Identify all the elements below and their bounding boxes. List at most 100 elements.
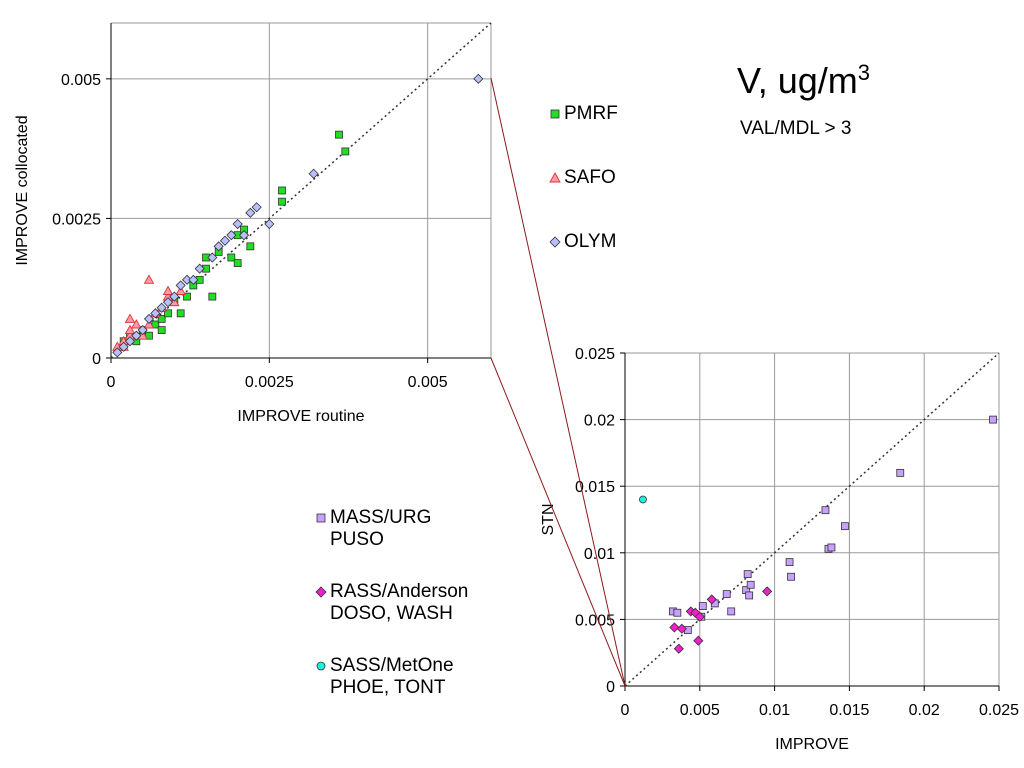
data-point [698, 602, 707, 610]
data-point [131, 330, 142, 341]
scatter-chart-2: 0 0.005 0.01 0.015 0.02 0.025 0 0.005 0.01 0.015 0… [540, 346, 1019, 753]
data-point [762, 586, 773, 597]
y-tick-label: 0.005 [61, 72, 101, 89]
legend-marker-diamond-icon [549, 236, 561, 248]
data-point [722, 590, 731, 598]
legend-label: PMRF [548, 103, 618, 125]
data-point [124, 324, 136, 335]
y-tick-label: 0 [92, 351, 101, 368]
data-point [118, 341, 129, 352]
data-point [188, 274, 199, 285]
legend-entry-safo: SAFO [548, 167, 616, 189]
data-point [131, 319, 142, 329]
x-tick-label: 0 [621, 702, 630, 719]
y-tick-label: 0.005 [575, 612, 615, 629]
legend-label-line: OLYM [564, 231, 617, 252]
legend-marker-square-icon [316, 513, 326, 523]
data-point [706, 594, 717, 605]
legend-marker-square-icon [550, 109, 560, 119]
legend-marker [550, 109, 560, 119]
data-point [245, 207, 256, 218]
data-point [639, 495, 647, 504]
scatter-chart-1: 0 0.0025 0.005 0 0.0025 0.005 IMPROVE routine I… [14, 22, 492, 425]
data-point [896, 468, 905, 477]
data-point [264, 218, 275, 230]
data-point [246, 242, 255, 251]
data-point [676, 623, 687, 634]
series-rass-anderson [669, 586, 773, 654]
data-point [278, 197, 286, 206]
data-point [787, 572, 795, 581]
legend-marker-diamond-icon [315, 586, 327, 598]
y-tick-label: 0.02 [584, 413, 615, 430]
data-point [143, 319, 155, 329]
data-point [473, 73, 484, 84]
data-point [673, 643, 684, 654]
data-point [335, 130, 343, 139]
series-olym [112, 73, 484, 358]
data-point [232, 218, 243, 230]
data-point [989, 415, 997, 424]
legend-label: OLYM [548, 231, 616, 253]
data-point [841, 522, 849, 531]
legend-label-line: SASS/MetOne [330, 655, 454, 676]
data-point [176, 309, 185, 318]
data-point [156, 302, 167, 313]
data-point [227, 253, 236, 262]
x-tick-label: 0.0025 [245, 374, 294, 391]
data-point [137, 325, 148, 336]
data-point [693, 635, 704, 646]
data-point [175, 285, 186, 295]
legend-label-line: SAFO [564, 167, 616, 188]
data-point [143, 313, 155, 324]
x-tick-label: 0.005 [680, 702, 720, 719]
legend-label-line: MASS/URG [330, 507, 432, 528]
data-point [673, 608, 682, 617]
legend-marker [316, 513, 326, 523]
legend-label-line: PUSO [330, 529, 384, 550]
legend-marker [549, 172, 561, 183]
data-point [157, 326, 166, 334]
legend-entry-olym: OLYM [548, 231, 616, 253]
y-axis-title: IMPROVE collocated [14, 115, 31, 265]
x-tick-label: 0.015 [829, 702, 869, 719]
chart-subtitle: VAL/MDL > 3 [740, 118, 852, 139]
legend-label-line: PMRF [564, 103, 618, 124]
legend-label-line: DOSO, WASH [330, 603, 453, 624]
data-point [785, 558, 794, 567]
legend-label-line: RASS/Anderson [330, 581, 469, 602]
legend-label: MASS/URG PUSO [314, 507, 431, 551]
data-point [694, 611, 705, 622]
legend-marker [316, 661, 326, 671]
legend-label-line: PHOE, TONT [330, 677, 446, 698]
legend-label: SAFO [548, 167, 616, 189]
legend-entry-mass-urg: MASS/URG PUSO [314, 507, 431, 551]
y-tick-label: 0.025 [575, 346, 615, 363]
y-axis-title: STN [540, 504, 557, 536]
x-tick-label: 0.005 [408, 374, 448, 391]
series-mass-urg [668, 415, 997, 634]
data-point [341, 147, 350, 156]
legend-marker [549, 236, 561, 248]
data-point [162, 297, 174, 308]
data-point [238, 230, 250, 241]
data-point [157, 315, 166, 323]
x-tick-label: 0 [107, 374, 116, 391]
data-point [164, 309, 172, 318]
y-tick-label: 0.015 [575, 479, 615, 496]
data-point [827, 543, 836, 552]
x-tick-label: 0.01 [759, 702, 790, 719]
x-tick-label: 0.025 [979, 702, 1019, 719]
data-point [219, 235, 231, 246]
data-point [743, 570, 752, 579]
legend-label: RASS/Anderson DOSO, WASH [314, 581, 468, 625]
legend-marker [315, 586, 327, 598]
one-to-one-line [624, 352, 1000, 687]
data-point [745, 591, 754, 600]
x-tick-label: 0.02 [909, 702, 940, 719]
legend-entry-sass-metone: SASS/MetOne PHOE, TONT [314, 655, 454, 699]
data-point [278, 186, 286, 195]
data-point [162, 285, 174, 295]
data-point [308, 168, 319, 179]
